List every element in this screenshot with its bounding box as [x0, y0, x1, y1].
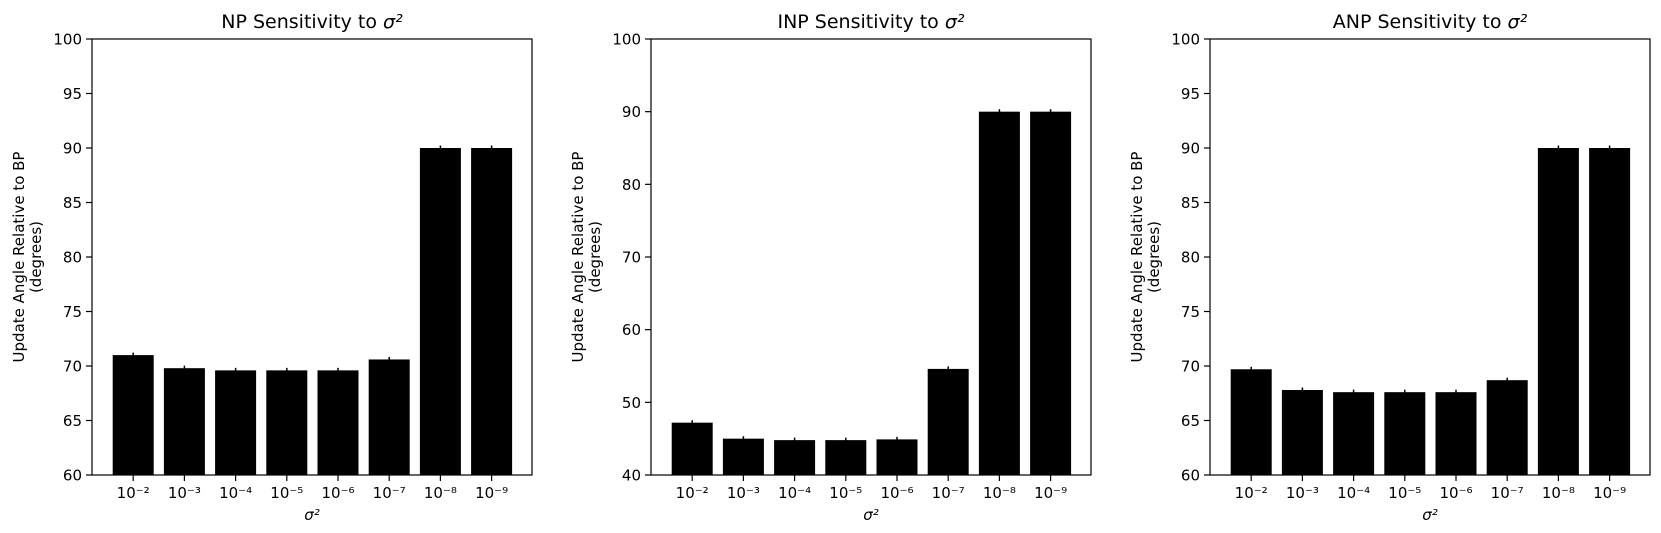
- bar: [163, 368, 205, 475]
- y-tick-label: 70: [63, 358, 82, 376]
- y-tick-label: 95: [63, 85, 82, 103]
- x-axis-label: σ²: [304, 506, 320, 524]
- x-tick-label: 10⁻²: [117, 484, 150, 502]
- x-tick-label: 10⁻²: [676, 484, 709, 502]
- x-tick-label: 10⁻⁶: [880, 484, 913, 502]
- bar: [876, 439, 918, 475]
- x-tick-label: 10⁻⁷: [1491, 484, 1524, 502]
- y-tick-label: 100: [1171, 31, 1200, 49]
- x-tick-label: 10⁻³: [1286, 484, 1319, 502]
- y-tick-label: 100: [612, 31, 641, 49]
- x-tick-label: 10⁻⁵: [270, 484, 303, 502]
- bar: [1281, 389, 1323, 475]
- y-tick-label: 90: [622, 103, 641, 121]
- bar: [266, 370, 308, 475]
- x-tick-label: 10⁻⁷: [932, 484, 965, 502]
- bar: [1589, 148, 1631, 475]
- x-tick-label: 10⁻⁹: [475, 484, 508, 502]
- bar: [774, 440, 816, 475]
- y-tick-label: 70: [622, 249, 641, 267]
- x-tick-label: 10⁻⁹: [1593, 484, 1626, 502]
- y-tick-label: 60: [622, 321, 641, 339]
- x-tick-label: 10⁻⁷: [373, 484, 406, 502]
- y-tick-label: 75: [1181, 303, 1200, 321]
- bar: [215, 370, 257, 475]
- x-tick-label: 10⁻³: [168, 484, 201, 502]
- y-tick-label: 75: [63, 303, 82, 321]
- y-tick-label: 50: [622, 394, 641, 412]
- y-axis-label: Update Angle Relative to BP(degrees): [569, 152, 604, 363]
- y-tick-label: 40: [622, 467, 641, 485]
- bar: [419, 148, 461, 475]
- plot-frame: [1209, 38, 1651, 476]
- chart-title: ANP Sensitivity to σ²: [1333, 11, 1528, 33]
- bar: [671, 422, 713, 475]
- x-tick-label: 10⁻⁹: [1034, 484, 1067, 502]
- chart-1: 60 65 70 75 80 85 90 95 100 10⁻² 10⁻³ 10⁻⁴ 10⁻⁵ 10⁻⁶ 1…: [10, 11, 533, 524]
- bar: [471, 148, 513, 475]
- bar: [1333, 392, 1375, 475]
- x-tick-label: 10⁻⁴: [219, 484, 252, 502]
- x-tick-label: 10⁻⁴: [1337, 484, 1370, 502]
- bar: [1030, 111, 1072, 476]
- x-tick-label: 10⁻⁶: [321, 484, 354, 502]
- bar: [1384, 392, 1426, 475]
- y-axis-label: Update Angle Relative to BP(degrees): [10, 152, 45, 363]
- y-tick-label: 65: [63, 412, 82, 430]
- bar: [1486, 380, 1528, 475]
- x-tick-label: 10⁻³: [727, 484, 760, 502]
- y-tick-label: 80: [1181, 249, 1200, 267]
- x-tick-label: 10⁻⁵: [829, 484, 862, 502]
- x-tick-label: 10⁻²: [1235, 484, 1268, 502]
- bar: [368, 359, 410, 475]
- y-tick-label: 95: [1181, 85, 1200, 103]
- bar: [317, 370, 359, 475]
- y-tick-label: 60: [1181, 467, 1200, 485]
- y-tick-label: 85: [63, 194, 82, 212]
- bar: [1230, 369, 1272, 475]
- y-tick-label: 85: [1181, 194, 1200, 212]
- bar: [978, 111, 1020, 476]
- bar: [112, 355, 154, 475]
- x-tick-label: 10⁻⁶: [1439, 484, 1472, 502]
- x-tick-label: 10⁻⁸: [983, 484, 1016, 502]
- x-axis-label: σ²: [1422, 506, 1438, 524]
- x-tick-label: 10⁻⁸: [424, 484, 457, 502]
- y-tick-label: 65: [1181, 412, 1200, 430]
- chart-3: 60 65 70 75 80 85 90 95 100 10⁻² 10⁻³ 10⁻⁴ 10⁻⁵ 10⁻⁶ 1…: [1128, 11, 1651, 524]
- plot-frame: [650, 38, 1092, 476]
- y-tick-label: 80: [622, 176, 641, 194]
- bar: [927, 368, 969, 475]
- plot-frame: [91, 38, 533, 476]
- bar: [722, 438, 764, 475]
- y-tick-label: 60: [63, 467, 82, 485]
- x-tick-label: 10⁻⁴: [778, 484, 811, 502]
- y-tick-label: 90: [63, 140, 82, 158]
- x-tick-label: 10⁻⁸: [1542, 484, 1575, 502]
- chart-2: 40 50 60 70 80 90 100 10⁻² 10⁻³ 10⁻⁴ 10⁻⁵ 10⁻⁶ 10⁻⁷ 1…: [569, 11, 1092, 524]
- chart-title: NP Sensitivity to σ²: [221, 11, 403, 33]
- chart-title: INP Sensitivity to σ²: [777, 11, 964, 33]
- y-tick-label: 100: [53, 31, 82, 49]
- bar: [825, 440, 867, 475]
- y-tick-label: 90: [1181, 140, 1200, 158]
- y-axis-label: Update Angle Relative to BP(degrees): [1128, 152, 1163, 363]
- bar: [1537, 148, 1579, 475]
- y-tick-label: 80: [63, 249, 82, 267]
- x-tick-label: 10⁻⁵: [1388, 484, 1421, 502]
- bar: [1435, 392, 1477, 475]
- y-tick-label: 70: [1181, 358, 1200, 376]
- x-axis-label: σ²: [863, 506, 879, 524]
